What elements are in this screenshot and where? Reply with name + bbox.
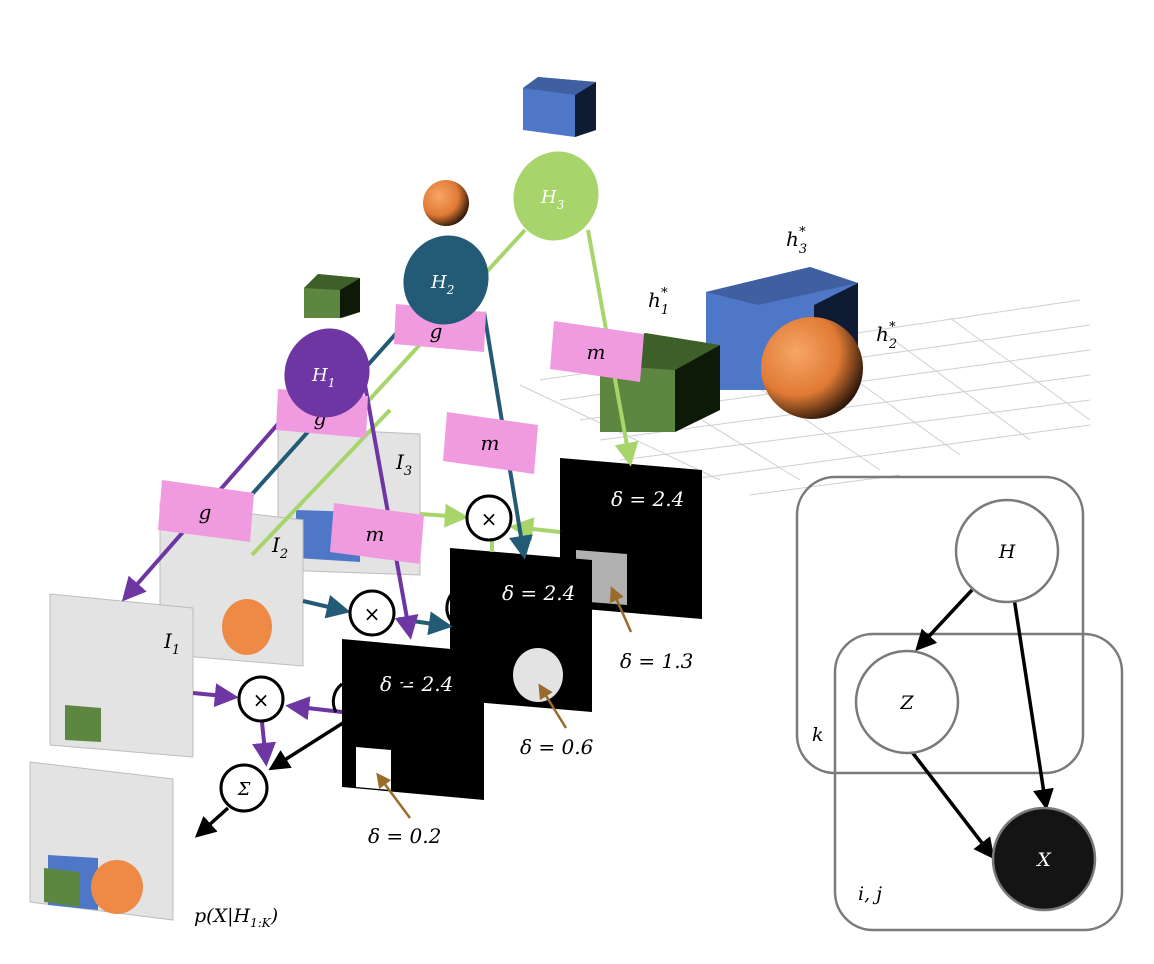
- gm-node-z: [854, 649, 960, 755]
- partial-op-behind-mask-2: [445, 588, 457, 623]
- hidden-node-h2: H2: [403, 235, 489, 325]
- svg-text:g: g: [199, 500, 212, 524]
- svg-text:m: m: [366, 522, 385, 546]
- image-label-i3: I3: [395, 450, 412, 479]
- svg-text:X: X: [1035, 849, 1052, 871]
- multiply-op-1: ×: [237, 675, 285, 723]
- hidden-node-h1: H1: [284, 328, 370, 418]
- svg-text:m: m: [587, 340, 606, 364]
- scene-orange-sphere: [761, 317, 863, 419]
- mask-panel-1: δ = 2.4: [342, 639, 484, 800]
- image-label-i2: I2: [271, 533, 288, 562]
- svg-text:×: ×: [253, 688, 270, 712]
- svg-text:H3: H3: [540, 187, 565, 212]
- scene-label-h2: h2*: [876, 320, 897, 352]
- fn-box-m-h2: m: [443, 412, 538, 474]
- plate-label-k: k: [812, 724, 824, 746]
- scene-label-h1: h1*: [648, 286, 669, 318]
- plate-label-ij: i, j: [858, 883, 882, 905]
- fn-box-g-h3: g: [158, 480, 254, 542]
- output-panel: [29, 761, 174, 921]
- image-panel-i2: I2: [159, 502, 304, 667]
- svg-text:m: m: [481, 431, 500, 455]
- gm-node-x: [991, 806, 1097, 912]
- svg-text:Z: Z: [899, 692, 914, 714]
- plate-inner: [833, 632, 1124, 932]
- gm-node-h: [954, 498, 1060, 604]
- small-orange-sphere-icon: [423, 180, 469, 226]
- multiply-op-3: ×: [465, 494, 513, 542]
- partial-op-behind-mask-1: [331, 682, 343, 713]
- fn-box-m-h3: m: [550, 321, 644, 382]
- svg-text:g: g: [430, 319, 443, 343]
- image-panel-i1: I1: [49, 593, 194, 758]
- svg-text:H1: H1: [311, 365, 335, 390]
- plate-outer: [795, 475, 1085, 775]
- output-label: p(X|H1:K): [194, 905, 278, 930]
- svg-text:δ = 2.4: δ = 2.4: [611, 487, 684, 511]
- hidden-node-h3: H3: [513, 151, 599, 241]
- svg-text:H2: H2: [430, 272, 454, 297]
- delta-label-m3-obj: δ = 1.3: [620, 649, 693, 673]
- fn-box-m-h1: m: [330, 503, 424, 564]
- sum-op: Σ: [219, 763, 269, 813]
- svg-text:×: ×: [481, 507, 498, 531]
- small-blue-cube-icon: [523, 77, 596, 137]
- small-green-cube-icon: [304, 274, 360, 318]
- mask-panel-2: δ = 2.4: [450, 548, 592, 712]
- svg-text:Σ: Σ: [237, 779, 251, 800]
- connections-black: [194, 653, 451, 838]
- svg-text:δ = 2.4: δ = 2.4: [502, 581, 575, 605]
- delta-label-m1-obj: δ = 0.2: [368, 824, 441, 848]
- svg-text:×: ×: [364, 602, 381, 626]
- graphical-model: k i, j H Z X: [795, 475, 1124, 932]
- delta-arrows: [376, 586, 633, 819]
- delta-label-m2-obj: δ = 0.6: [520, 735, 594, 759]
- multiply-op-2: ×: [348, 589, 396, 637]
- image-label-i1: I1: [163, 629, 180, 658]
- svg-text:H: H: [998, 541, 1016, 563]
- scene-label-h3: h3*: [786, 225, 807, 257]
